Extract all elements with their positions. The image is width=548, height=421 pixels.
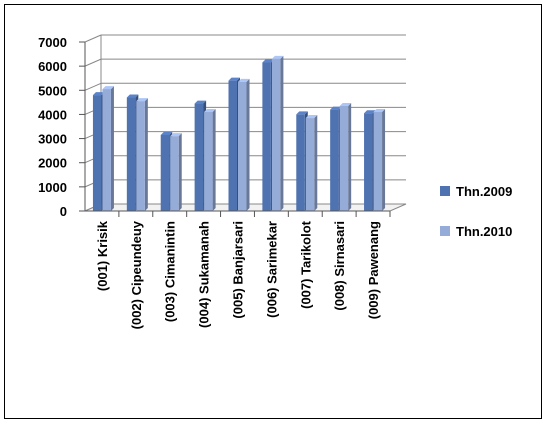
bar-side — [110, 86, 114, 211]
legend-label: Thn.2009 — [456, 184, 512, 199]
bar-side — [246, 78, 250, 211]
bar-top — [373, 109, 386, 113]
legend-swatch — [440, 186, 450, 196]
bar-top — [238, 78, 250, 82]
bar-top — [330, 106, 342, 110]
y-tick-label: 5000 — [38, 83, 67, 98]
y-tick-label: 2000 — [38, 156, 67, 171]
x-tick-label: (002) Cipeundeuy — [129, 220, 144, 329]
x-tick-label: (006) Sarimekar — [264, 221, 279, 318]
x-tick-label: (009) Pawenang — [366, 221, 381, 319]
gridline-side — [84, 82, 102, 91]
gridline-side — [84, 34, 102, 43]
bar-side — [382, 109, 386, 211]
bar — [194, 103, 204, 211]
bar-top — [92, 92, 105, 96]
bar — [204, 112, 213, 211]
gridline-side — [84, 58, 102, 67]
bar-top — [136, 98, 148, 102]
y-tick-label: 0 — [60, 204, 67, 219]
bar — [160, 134, 170, 211]
bar — [228, 80, 237, 211]
bar-top — [228, 77, 240, 81]
bar-side — [144, 98, 148, 211]
bar — [339, 105, 349, 211]
x-tick-label: (004) Sukamanah — [197, 221, 212, 328]
y-tick-label: 3000 — [38, 132, 67, 147]
bar-top — [170, 133, 182, 137]
bar — [238, 81, 247, 211]
bar — [330, 109, 339, 211]
legend-label: Thn.2010 — [456, 224, 512, 239]
bar-top — [102, 86, 114, 90]
bar-side — [280, 55, 284, 212]
bar — [305, 118, 315, 211]
y-tick-label: 1000 — [38, 180, 67, 195]
bar — [92, 95, 102, 211]
bar — [126, 97, 136, 211]
y-tick-label: 6000 — [38, 59, 67, 74]
bar-top — [305, 115, 318, 119]
x-tick-label: (007) Tarikolot — [298, 220, 313, 309]
bar-side — [178, 133, 182, 211]
bar — [102, 89, 111, 211]
bar-top — [339, 102, 352, 106]
x-tick-label: (005) Banjarsari — [231, 221, 246, 319]
x-tick-label: (001) Krisik — [95, 220, 110, 291]
bar — [373, 112, 383, 211]
y-tick-label: 4000 — [38, 107, 67, 122]
bar-top — [204, 109, 216, 113]
bar-top — [262, 59, 274, 63]
legend-swatch — [440, 226, 450, 236]
bar-side — [348, 102, 352, 211]
bar-side — [212, 109, 216, 211]
bar — [262, 62, 271, 212]
bar-top — [271, 55, 284, 59]
bar — [136, 101, 145, 211]
x-tick-label: (008) Sirnasari — [332, 221, 347, 311]
bar-top — [364, 110, 376, 114]
bar-side — [314, 115, 318, 211]
x-tick-label: (003) Cimanintin — [163, 221, 178, 322]
bar-top — [160, 131, 173, 135]
y-tick-label: 7000 — [38, 35, 67, 50]
bar-top — [126, 94, 139, 98]
bar-top — [194, 100, 207, 104]
bar — [271, 58, 281, 212]
bar — [296, 114, 305, 211]
bar-top — [296, 111, 308, 115]
bar — [170, 136, 179, 211]
bar — [364, 113, 373, 211]
